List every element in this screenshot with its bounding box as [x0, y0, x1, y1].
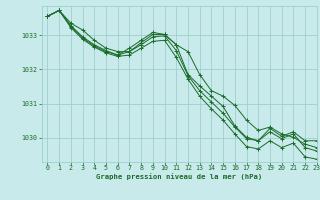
- X-axis label: Graphe pression niveau de la mer (hPa): Graphe pression niveau de la mer (hPa): [96, 173, 262, 180]
